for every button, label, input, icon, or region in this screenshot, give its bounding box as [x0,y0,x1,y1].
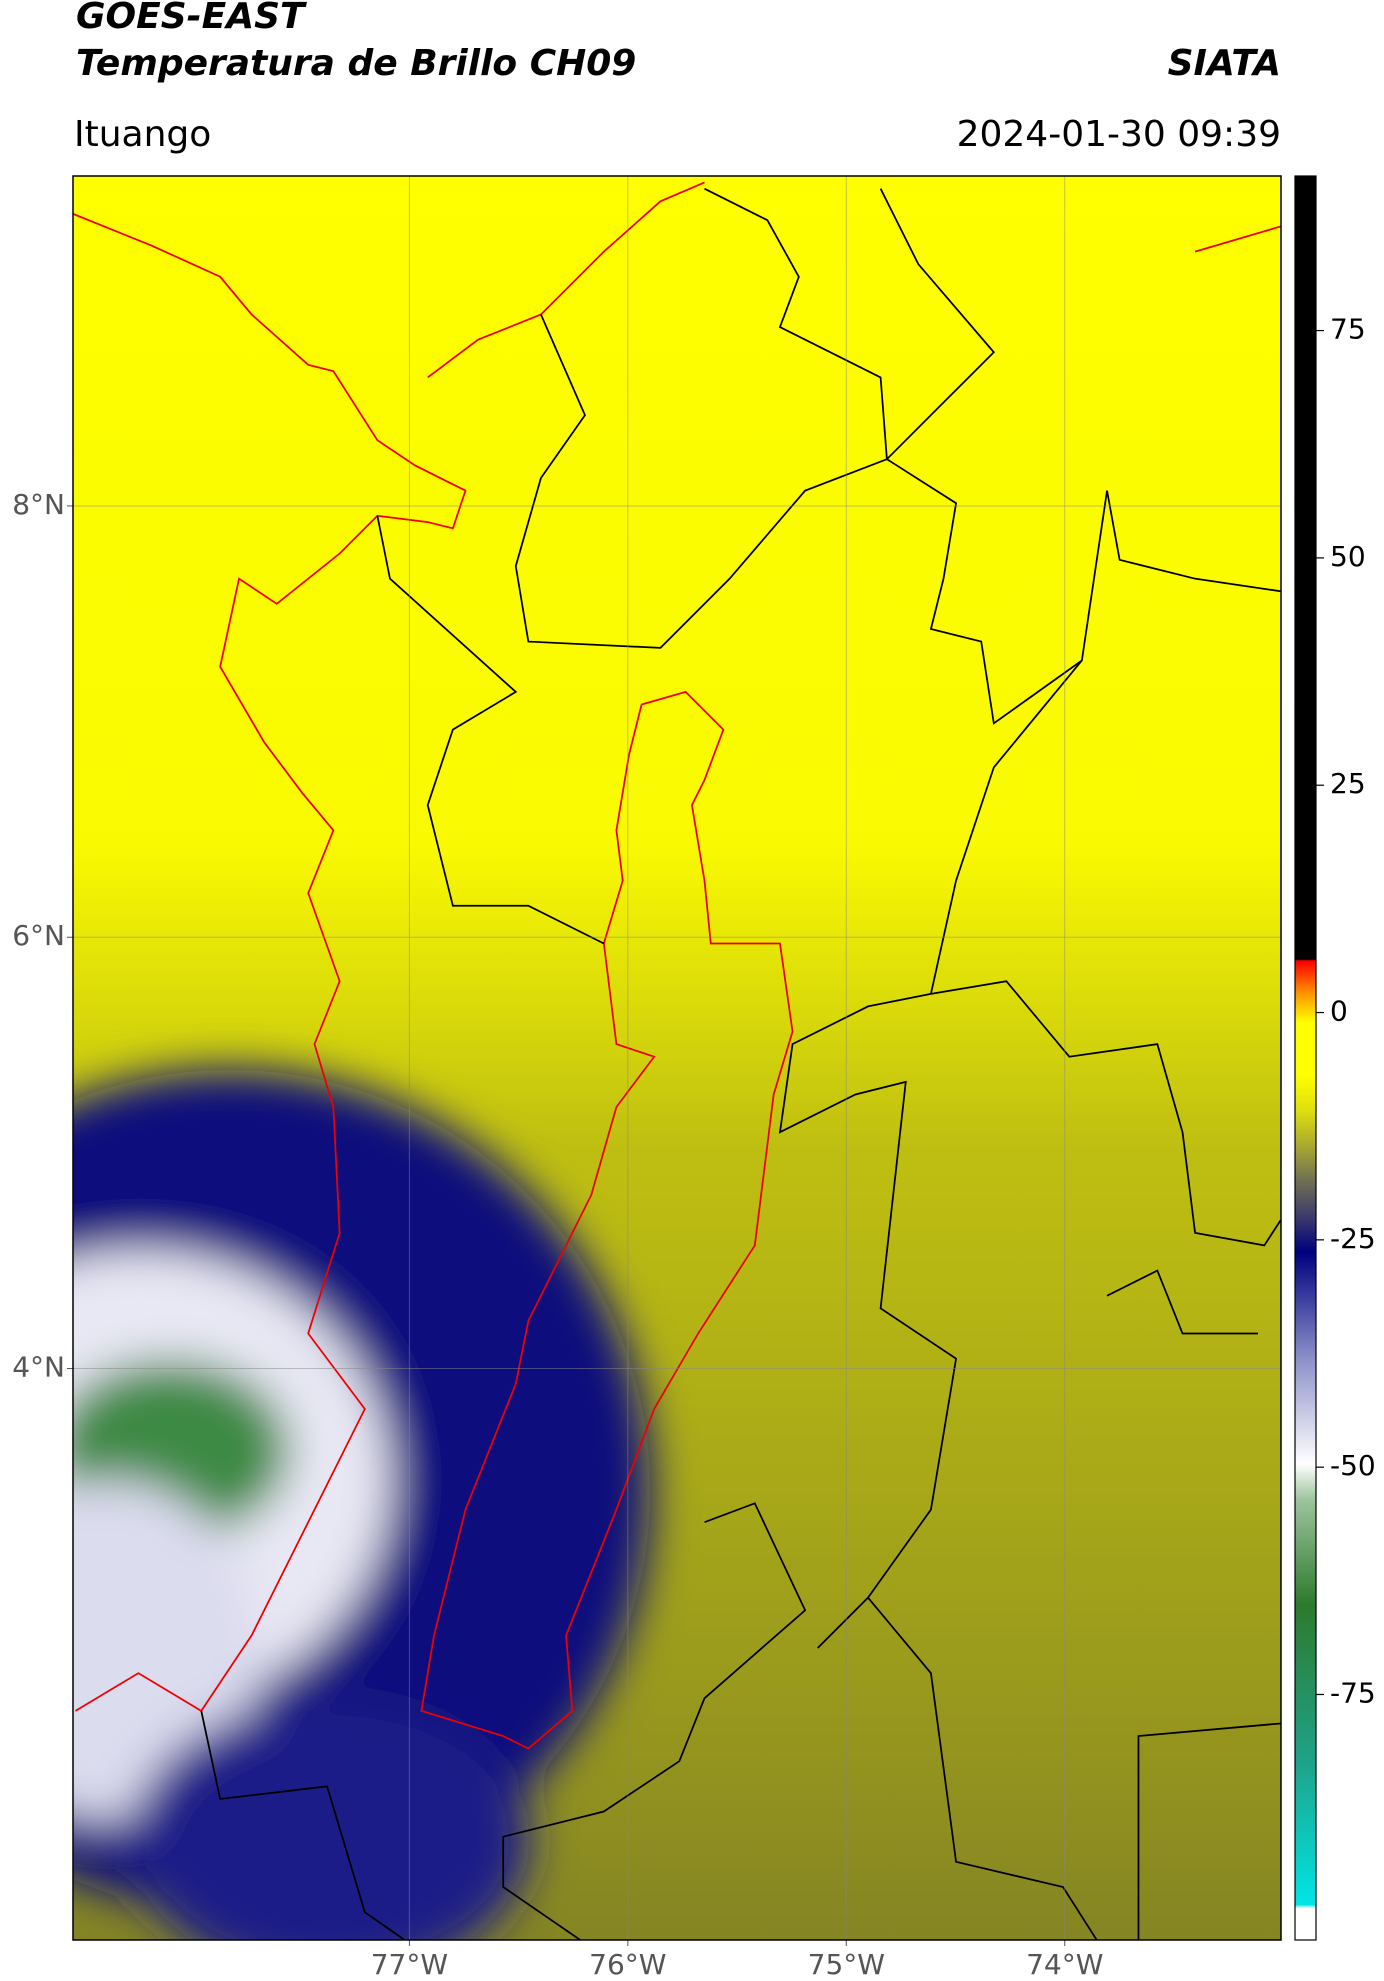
y-tick-label: 6°N [12,919,65,952]
colorbar-tick-label: -50 [1330,1449,1376,1482]
colorbar [1294,175,1317,1941]
colorbar-tick-label: 50 [1330,540,1366,573]
map-field [73,176,1281,1940]
map-frame [72,175,1282,1941]
x-tick-label: 74°W [1026,1948,1103,1981]
y-tick-label: 8°N [12,488,65,521]
colorbar-tick-label: 75 [1330,313,1366,346]
location: Ituango [74,114,211,155]
x-tick-label: 77°W [371,1948,448,1981]
colorbar-tick-label: -75 [1330,1676,1376,1709]
colorbar-tick-label: 0 [1330,995,1348,1028]
agency: SIATA [1168,43,1281,84]
x-tick-label: 76°W [589,1948,666,1981]
colorbar-tick-label: 25 [1330,767,1366,800]
product: Temperatura de Brillo CH09 [76,43,636,84]
source: GOES-EAST [76,0,307,37]
colorbar-tick-label: -25 [1330,1222,1376,1255]
timestamp: 2024-01-30 09:39 [957,114,1281,155]
y-tick-label: 4°N [12,1351,65,1384]
x-tick-label: 75°W [808,1948,885,1981]
graticule [67,176,1281,1946]
